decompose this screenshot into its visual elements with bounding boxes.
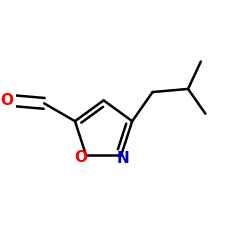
- Text: N: N: [117, 152, 130, 166]
- Text: O: O: [74, 150, 88, 164]
- Text: O: O: [0, 93, 13, 108]
